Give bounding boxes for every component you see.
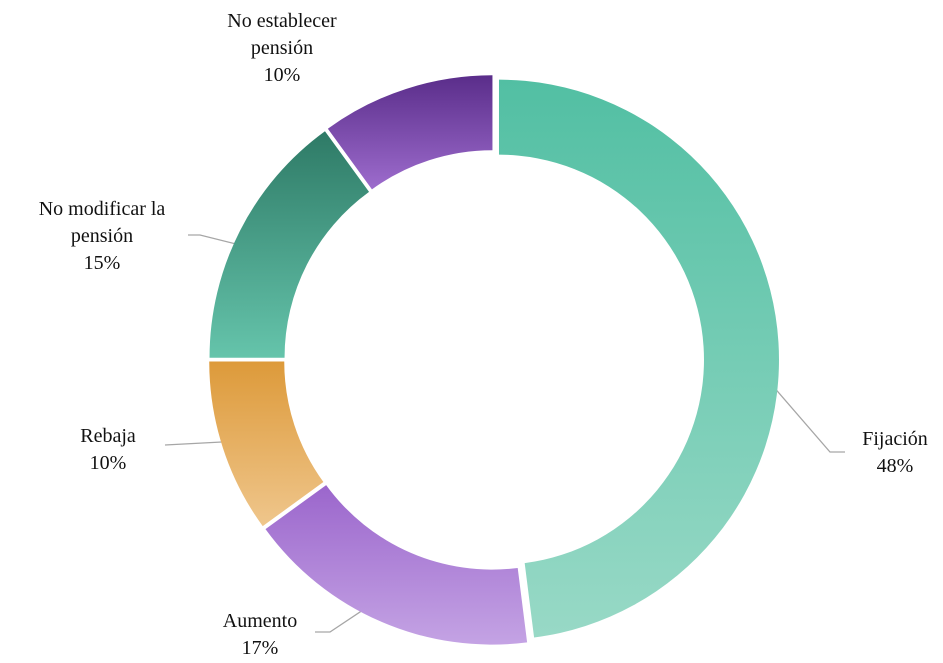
slice-name: Fijación [862,428,928,450]
slice-percent: 15% [83,252,121,274]
slice-label: No modificar la pensión 15% [7,196,197,277]
slice-name: Aumento [222,610,298,632]
slice-percent: 10% [263,64,301,86]
slice-name: No modificar la pensión [38,198,166,247]
donut-slice [327,75,493,190]
slice-percent: 48% [876,455,914,477]
slice-percent: 17% [241,637,279,659]
slice-label: Rebaja 10% [48,423,168,477]
slice-label: Fijación 48% [835,426,943,480]
slice-percent: 10% [89,452,127,474]
slice-label: Aumento 17% [200,608,320,662]
donut-slice [209,131,370,358]
donut-slice [265,485,528,645]
donut-slice [498,79,779,638]
slice-name: Rebaja [80,425,136,447]
slice-label: No establecer pensión 10% [202,8,362,89]
donut-slice [209,361,324,527]
slice-name: No establecer pensión [227,10,337,59]
